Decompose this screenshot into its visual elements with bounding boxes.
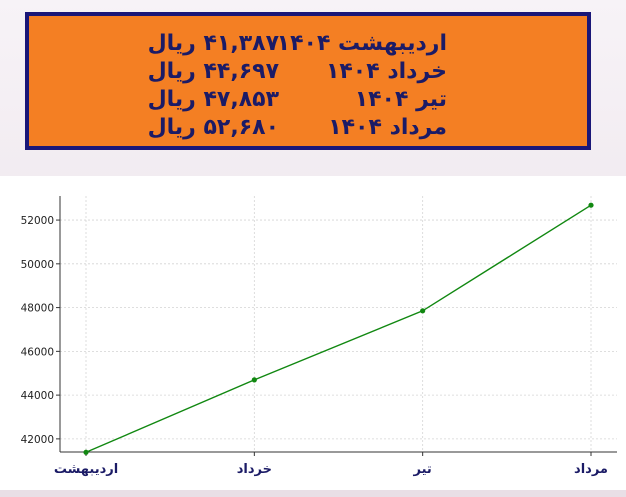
series-line-path — [85, 204, 592, 453]
series-line — [83, 202, 594, 455]
price-row: اردیبهشت ۱۴۰۴ ۴۱,۳۸۷ ریال — [29, 30, 587, 58]
y-tick-label: 50000 — [21, 259, 54, 271]
price-row: تیر ۱۴۰۴ ۴۷,۸۵۳ ریال — [29, 86, 587, 114]
x-tick-label: اردیبهشت — [54, 462, 118, 477]
price-value: ۴۴,۶۹۷ ریال — [147, 59, 279, 84]
y-tick-label: 46000 — [21, 346, 54, 358]
chart-canvas: 42000 44000 46000 48000 50000 52000 اردیبهشت خر… — [21, 196, 617, 477]
y-tick-label: 44000 — [21, 390, 54, 402]
data-point — [420, 308, 426, 314]
price-row: مرداد ۱۴۰۴ ۵۲,۶۸۰ ریال — [29, 114, 587, 142]
axes — [56, 196, 617, 456]
price-value: ۴۱,۳۸۷ ریال — [147, 31, 279, 56]
y-tick-label: 42000 — [21, 434, 54, 446]
data-point — [588, 202, 594, 208]
month-label: اردیبهشت ۱۴۰۴ — [276, 31, 447, 56]
tick-labels: 42000 44000 46000 48000 50000 52000 اردیبهشت خر… — [21, 215, 608, 477]
grid-lines — [60, 196, 617, 452]
y-tick-label: 48000 — [21, 303, 54, 315]
price-row: خرداد ۱۴۰۴ ۴۴,۶۹۷ ریال — [29, 58, 587, 86]
data-point — [83, 449, 89, 455]
month-label: تیر ۱۴۰۴ — [354, 87, 447, 112]
month-label: مرداد ۱۴۰۴ — [328, 115, 447, 140]
price-line-chart: 42000 44000 46000 48000 50000 52000 اردیبهشت خر… — [0, 176, 626, 490]
price-value: ۵۲,۶۸۰ ریال — [147, 115, 279, 140]
price-summary-box: اردیبهشت ۱۴۰۴ ۴۱,۳۸۷ ریال خرداد ۱۴۰۴ ۴۴,… — [25, 12, 591, 150]
x-tick-label: مرداد — [574, 462, 608, 477]
data-point — [251, 377, 257, 383]
month-label: خرداد ۱۴۰۴ — [325, 59, 447, 84]
price-value: ۴۷,۸۵۳ ریال — [147, 87, 279, 112]
y-tick-label: 52000 — [21, 215, 54, 227]
x-tick-label: خرداد — [237, 462, 272, 477]
x-tick-label: تیر — [413, 462, 432, 477]
